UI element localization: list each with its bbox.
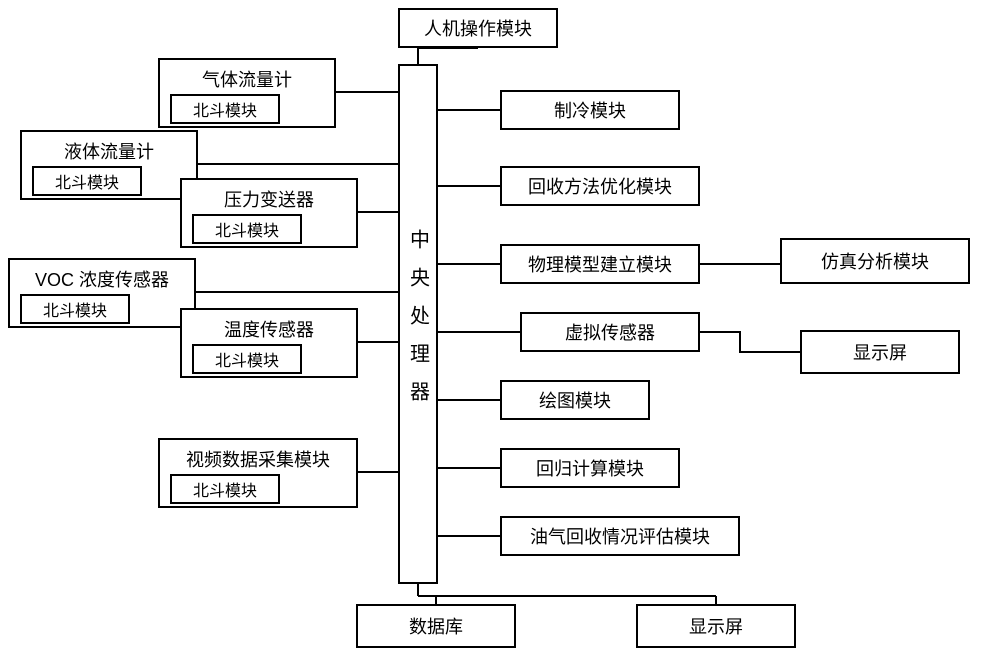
node-refrigeration-module: 制冷模块 bbox=[500, 90, 680, 130]
node-database: 数据库 bbox=[356, 604, 516, 648]
node-display-screen: 显示屏 bbox=[800, 330, 960, 374]
node-label: 绘图模块 bbox=[539, 387, 611, 413]
node-label: 气体流量计 bbox=[202, 66, 292, 92]
node-beidou-module: 北斗模块 bbox=[170, 474, 280, 504]
node-label: 回归计算模块 bbox=[536, 455, 644, 481]
node-label: 北斗模块 bbox=[193, 97, 257, 121]
node-label: 油气回收情况评估模块 bbox=[530, 523, 710, 549]
node-beidou-module: 北斗模块 bbox=[192, 214, 302, 244]
node-beidou-module: 北斗模块 bbox=[192, 344, 302, 374]
node-label: 回收方法优化模块 bbox=[528, 173, 672, 199]
node-label: 物理模型建立模块 bbox=[528, 251, 672, 277]
node-label: 压力变送器 bbox=[224, 186, 314, 212]
node-label: 北斗模块 bbox=[193, 477, 257, 501]
node-regression-module: 回归计算模块 bbox=[500, 448, 680, 488]
node-label: 北斗模块 bbox=[215, 347, 279, 371]
diagram-canvas: 人机操作模块 中央处理器 气体流量计 北斗模块 液体流量计 北斗模块 压力变送器… bbox=[0, 0, 1000, 664]
node-beidou-module: 北斗模块 bbox=[20, 294, 130, 324]
node-label: 温度传感器 bbox=[224, 316, 314, 342]
node-label: 显示屏 bbox=[853, 339, 907, 365]
node-beidou-module: 北斗模块 bbox=[170, 94, 280, 124]
node-label: 液体流量计 bbox=[64, 138, 154, 164]
node-plot-module: 绘图模块 bbox=[500, 380, 650, 420]
node-simulation-analysis: 仿真分析模块 bbox=[780, 238, 970, 284]
node-label: 北斗模块 bbox=[55, 169, 119, 193]
node-recovery-assessment: 油气回收情况评估模块 bbox=[500, 516, 740, 556]
node-label: VOC 浓度传感器 bbox=[35, 266, 169, 292]
node-beidou-module: 北斗模块 bbox=[32, 166, 142, 196]
node-label: 北斗模块 bbox=[43, 297, 107, 321]
node-label: 虚拟传感器 bbox=[565, 319, 655, 345]
node-label: 制冷模块 bbox=[554, 97, 626, 123]
node-recovery-method-opt: 回收方法优化模块 bbox=[500, 166, 700, 206]
node-virtual-sensor: 虚拟传感器 bbox=[520, 312, 700, 352]
node-label: 人机操作模块 bbox=[424, 15, 532, 41]
node-physical-model: 物理模型建立模块 bbox=[500, 244, 700, 284]
node-central-processor: 中央处理器 bbox=[398, 64, 438, 584]
node-label: 显示屏 bbox=[689, 613, 743, 639]
node-label: 仿真分析模块 bbox=[821, 248, 929, 274]
node-label: 数据库 bbox=[409, 613, 463, 639]
node-hmi-module: 人机操作模块 bbox=[398, 8, 558, 48]
node-display-screen-bottom: 显示屏 bbox=[636, 604, 796, 648]
node-label: 视频数据采集模块 bbox=[186, 446, 330, 472]
node-label: 北斗模块 bbox=[215, 217, 279, 241]
node-label: 中央处理器 bbox=[404, 229, 433, 419]
